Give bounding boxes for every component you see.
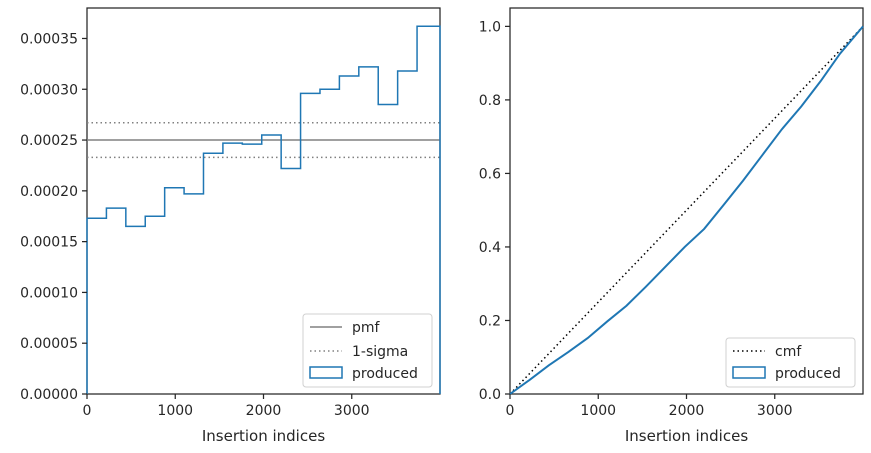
y-tick-label: 0.00015	[20, 235, 78, 251]
x-axis-label: Insertion indices	[202, 427, 325, 445]
legend-label-produced: produced	[352, 366, 418, 382]
x-tick-label: 3000	[334, 403, 370, 419]
y-axis: 0.00000 0.00005 0.00010 0.00015 0.00020 0.000…	[20, 31, 87, 403]
legend: cmf produced	[725, 337, 856, 388]
produced-histogram	[86, 25, 441, 394]
x-tick-label: 2000	[246, 403, 282, 419]
chart-cmf: 0 1000 2000 3000 0.0 0.2 0.4 0.6 0.8 1.0 Inserti…	[479, 7, 864, 445]
legend-frame	[302, 313, 433, 388]
y-tick-label: 0.8	[479, 93, 501, 109]
y-tick-label: 0.00030	[20, 82, 78, 98]
legend-swatch-produced	[732, 366, 766, 379]
legend: pmf 1-sigma produced	[302, 313, 433, 388]
chart-marks	[86, 25, 441, 394]
y-tick-label: 1.0	[479, 19, 501, 35]
y-tick-label: 0.2	[479, 313, 501, 329]
y-tick-label: 0.4	[479, 240, 501, 256]
legend-label-produced: produced	[775, 366, 841, 382]
y-tick-label: 0.00020	[20, 184, 78, 200]
legend-frame	[725, 337, 856, 388]
y-tick-label: 0.00035	[20, 31, 78, 47]
chart-pmf-histogram: 0 1000 2000 3000 0.000000.000050.000100.000…	[20, 7, 441, 445]
y-tick-label: 0.6	[479, 166, 501, 182]
x-axis: 0 1000 2000 3000	[506, 394, 793, 419]
x-axis: 0 1000 2000 3000	[83, 394, 370, 419]
y-tick-label: 0.00025	[20, 133, 78, 149]
legend-swatch-produced	[309, 366, 343, 379]
x-tick-label: 1000	[157, 403, 193, 419]
y-tick-label: 0.00010	[20, 285, 78, 301]
produced-cdf-line	[509, 25, 864, 395]
x-tick-label: 2000	[669, 403, 705, 419]
x-tick-label: 0	[83, 403, 92, 419]
x-tick-label: 3000	[757, 403, 793, 419]
x-tick-label: 0	[506, 403, 515, 419]
y-axis: 0.0 0.2 0.4 0.6 0.8 1.0	[479, 19, 510, 403]
legend-label-sigma: 1-sigma	[352, 344, 408, 360]
y-tick-label: 0.0	[479, 387, 501, 403]
legend-label-cmf: cmf	[775, 344, 802, 360]
legend-label-pmf: pmf	[352, 320, 381, 336]
chart-marks	[509, 25, 864, 395]
plot-area	[509, 7, 864, 395]
x-axis-label: Insertion indices	[625, 427, 748, 445]
x-tick-label: 1000	[580, 403, 616, 419]
y-tick-label: 0.00005	[20, 336, 78, 352]
y-tick-label: 0.00000	[20, 387, 78, 403]
